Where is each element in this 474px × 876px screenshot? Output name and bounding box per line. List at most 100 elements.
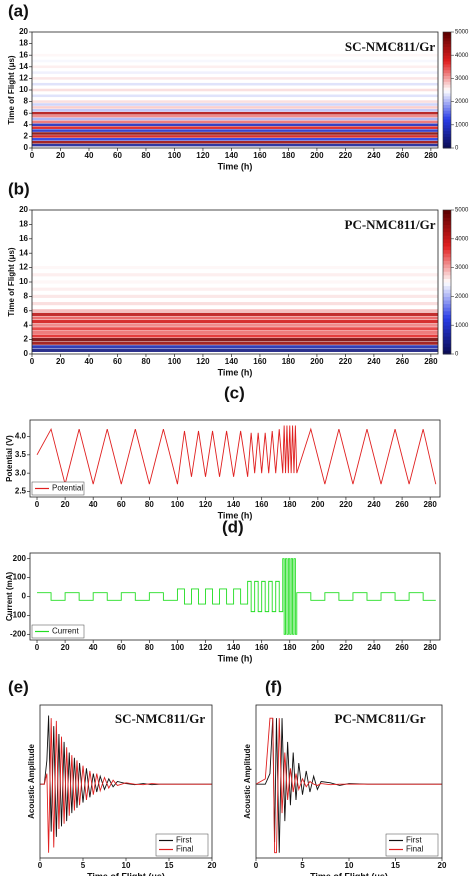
x-tick-label: 120 [199, 643, 213, 652]
panel-label: (a) [8, 1, 29, 20]
heatmap-row [32, 266, 438, 270]
colorbar-cell [443, 107, 451, 111]
x-tick-label: 160 [255, 643, 269, 652]
legend-label: First [176, 836, 192, 845]
colorbar-cell [443, 213, 451, 218]
x-tick-label: 140 [225, 357, 239, 366]
heatmap-row [32, 316, 438, 320]
heatmap-row [32, 65, 438, 69]
x-tick-label: 0 [35, 643, 40, 652]
heatmap-row [32, 123, 438, 127]
x-axis-label: Time of Flight (μs) [87, 871, 165, 876]
x-tick-label: 60 [113, 357, 122, 366]
x-tick-label: 160 [255, 500, 269, 509]
line-series [36, 425, 437, 485]
y-tick-label: 18 [19, 39, 28, 48]
plot-area [37, 558, 436, 635]
colorbar-cell [443, 249, 451, 254]
heatmap-row [32, 109, 438, 112]
x-tick-label: 100 [168, 151, 182, 160]
heatmap-row [32, 111, 438, 115]
x-tick-label: 80 [142, 151, 151, 160]
colorbar-cell [443, 43, 451, 47]
x-tick-label: 40 [85, 357, 94, 366]
annotation: PC-NMC811/Gr [335, 711, 426, 726]
x-tick-label: 0 [35, 500, 40, 509]
x-tick-label: 180 [283, 500, 297, 509]
x-tick-label: 80 [142, 357, 151, 366]
x-tick-label: 220 [339, 643, 353, 652]
colorbar-cell [443, 37, 451, 42]
x-tick-label: 160 [253, 151, 267, 160]
colorbar-label: 3000 [455, 76, 469, 82]
heatmap-row [32, 287, 438, 291]
heatmap-row [32, 100, 438, 103]
y-axis-label: Acoustic Amplitude [27, 744, 36, 819]
legend-box [31, 624, 85, 639]
y-tick-label: 4.0 [15, 432, 27, 441]
colorbar-cell [443, 235, 451, 240]
y-tick-label: 18 [19, 220, 28, 229]
colorbar-cell [443, 285, 451, 290]
colorbar-cell [443, 264, 451, 269]
annotation: PC-NMC811/Gr [345, 217, 436, 232]
x-tick-label: 40 [85, 151, 94, 160]
colorbar-cell [443, 116, 451, 120]
x-tick-label: 60 [117, 643, 126, 652]
heatmap-row [32, 330, 438, 334]
legend-label: Final [176, 845, 194, 854]
y-tick-label: 16 [19, 234, 28, 243]
colorbar-cell [443, 343, 451, 348]
x-tick-label: 260 [395, 643, 409, 652]
colorbar-cell [443, 142, 451, 146]
y-axis-label: Time of Flight (μs) [7, 247, 16, 317]
x-tick-label: 10 [122, 861, 131, 870]
y-tick-label: 10 [19, 277, 28, 286]
heatmap-row [32, 327, 438, 331]
x-tick-label: 280 [423, 643, 437, 652]
x-tick-label: 180 [282, 357, 296, 366]
legend-label: Potential [52, 484, 83, 493]
x-tick-label: 5 [300, 861, 305, 870]
plot-area [36, 425, 437, 485]
colorbar-cell [443, 119, 451, 123]
colorbar-cell [443, 271, 451, 276]
x-tick-label: 220 [339, 151, 353, 160]
y-tick-label: -100 [10, 611, 27, 620]
x-axis-label: Time of Flight (μs) [310, 871, 388, 876]
line-series [40, 715, 212, 837]
heatmap-row [32, 280, 438, 284]
colorbar-cell [443, 217, 451, 222]
colorbar-cell [443, 145, 451, 149]
x-tick-label: 0 [30, 151, 35, 160]
heatmap-row [32, 338, 438, 342]
annotation: SC-NMC811/Gr [345, 39, 436, 54]
x-tick-label: 80 [145, 500, 154, 509]
heatmap-row [32, 323, 438, 327]
x-tick-label: 240 [367, 500, 381, 509]
y-tick-label: 16 [19, 50, 28, 59]
colorbar-cell [443, 52, 451, 56]
heatmap-row [32, 71, 438, 74]
colorbar-label: 1000 [455, 323, 469, 329]
x-tick-label: 20 [208, 861, 217, 870]
colorbar-frame [442, 209, 452, 355]
x-tick-label: 5 [81, 861, 86, 870]
colorbar-cell [443, 328, 451, 333]
heatmap-row [32, 309, 438, 313]
colorbar-cell [443, 314, 451, 319]
heatmap-row [32, 132, 438, 135]
x-tick-label: 180 [282, 151, 296, 160]
y-tick-label: 0 [24, 349, 29, 358]
plot-frame [29, 552, 441, 641]
colorbar-cell [443, 63, 451, 68]
heatmap-row [32, 140, 438, 144]
x-tick-label: 280 [423, 500, 437, 509]
panel-label: (c) [224, 383, 245, 402]
colorbar-cell [443, 336, 451, 341]
y-tick-label: -200 [10, 629, 27, 638]
x-tick-label: 20 [56, 151, 65, 160]
x-axis-label: Time (h) [218, 653, 253, 663]
x-tick-label: 260 [395, 500, 409, 509]
heatmap-row [32, 341, 438, 345]
